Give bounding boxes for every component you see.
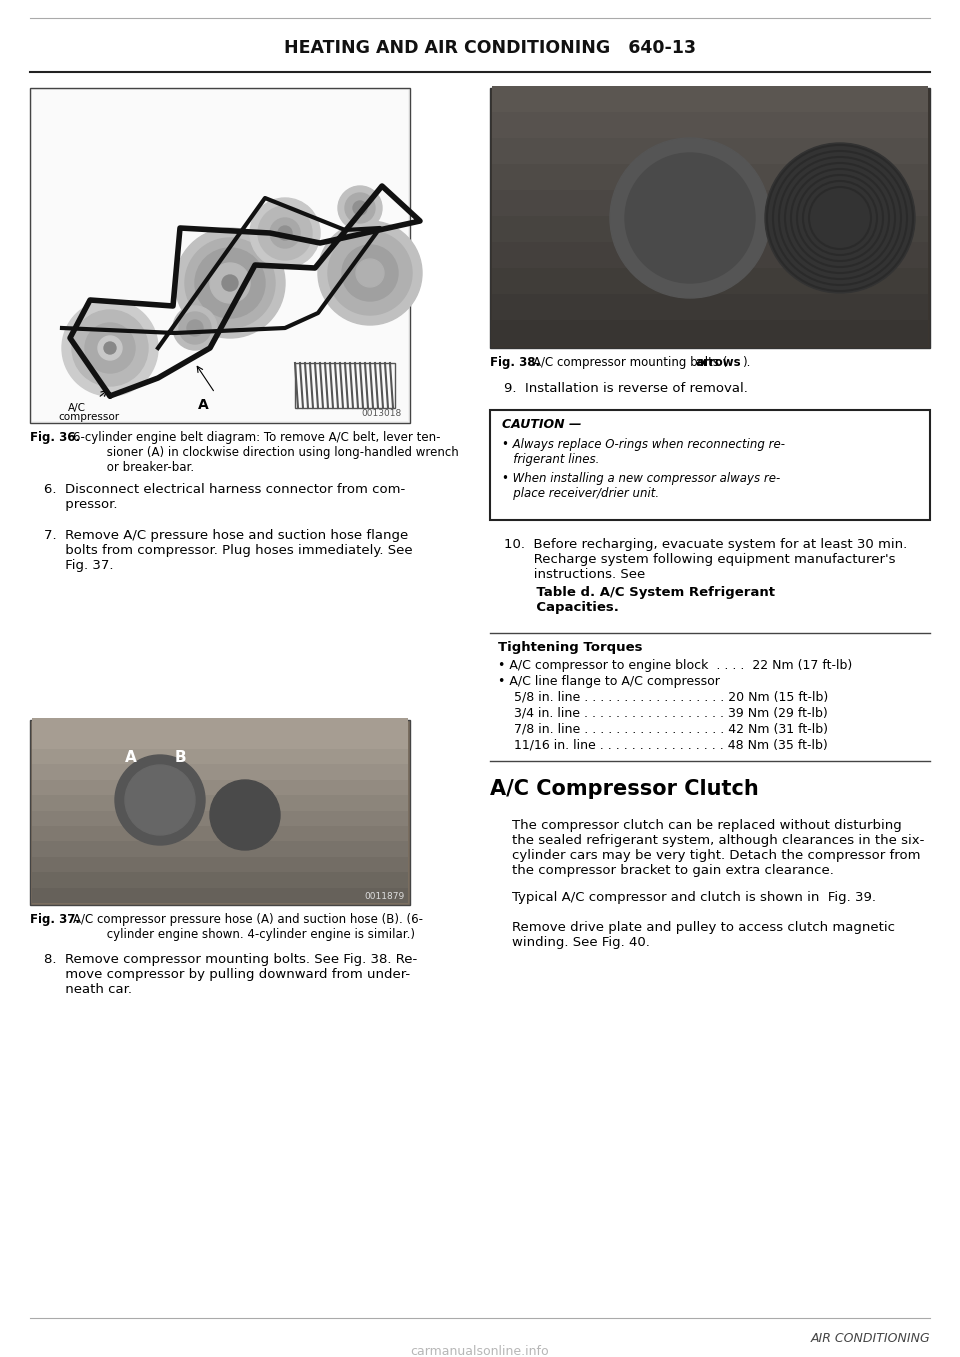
Bar — [490, 88, 930, 347]
Text: 6.  Disconnect electrical harness connector from com-
     pressor.: 6. Disconnect electrical harness connect… — [44, 483, 405, 512]
Bar — [32, 749, 408, 764]
Circle shape — [85, 323, 135, 373]
Text: A/C: A/C — [68, 403, 86, 413]
Bar — [492, 138, 928, 164]
Circle shape — [318, 221, 422, 324]
Bar — [32, 841, 408, 856]
Bar — [32, 873, 408, 887]
Text: • A/C compressor to engine block  . . . .  22 Nm (17 ft-lb): • A/C compressor to engine block . . . .… — [498, 660, 852, 672]
Text: Tightening Torques: Tightening Torques — [498, 641, 642, 654]
Text: 7.  Remove A/C pressure hose and suction hose flange
     bolts from compressor.: 7. Remove A/C pressure hose and suction … — [44, 529, 413, 573]
Bar — [30, 721, 410, 905]
Text: AIR CONDITIONING: AIR CONDITIONING — [810, 1333, 930, 1345]
Text: The compressor clutch can be replaced without disturbing
the sealed refrigerant : The compressor clutch can be replaced wi… — [512, 820, 924, 877]
Circle shape — [98, 337, 122, 360]
Circle shape — [185, 237, 275, 328]
Circle shape — [345, 193, 375, 223]
Text: 0013018: 0013018 — [362, 408, 402, 418]
Text: Fig. 37.: Fig. 37. — [30, 913, 80, 925]
Bar — [32, 90, 408, 421]
Circle shape — [179, 312, 211, 345]
Circle shape — [625, 153, 755, 284]
Text: 7/8 in. line . . . . . . . . . . . . . . . . . . 42 Nm (31 ft-lb): 7/8 in. line . . . . . . . . . . . . . .… — [498, 723, 828, 735]
Text: A/C compressor mounting bolts (: A/C compressor mounting bolts ( — [533, 356, 728, 369]
Bar — [492, 113, 928, 138]
Text: • When installing a new compressor always re-
   place receiver/drier unit.: • When installing a new compressor alway… — [502, 472, 780, 499]
Bar — [492, 190, 928, 216]
Circle shape — [250, 198, 320, 267]
Circle shape — [610, 138, 770, 299]
Text: Table d. A/C System Refrigerant
       Capacities.: Table d. A/C System Refrigerant Capaciti… — [504, 586, 775, 613]
Text: carmanualsonline.info: carmanualsonline.info — [411, 1345, 549, 1357]
Circle shape — [115, 754, 205, 845]
Bar — [32, 780, 408, 795]
Circle shape — [356, 259, 384, 286]
Bar — [32, 826, 408, 841]
Text: Fig. 36.: Fig. 36. — [30, 432, 80, 444]
Text: A/C compressor pressure hose (A) and suction hose (B). (6-
         cylinder eng: A/C compressor pressure hose (A) and suc… — [73, 913, 423, 940]
Text: 8.  Remove compressor mounting bolts. See Fig. 38. Re-
     move compressor by p: 8. Remove compressor mounting bolts. See… — [44, 953, 418, 996]
Bar — [492, 320, 928, 346]
Text: 0011879: 0011879 — [365, 892, 405, 901]
Bar — [492, 85, 928, 113]
Bar — [492, 216, 928, 242]
Text: ).: ). — [742, 356, 751, 369]
Text: 9.  Installation is reverse of removal.: 9. Installation is reverse of removal. — [504, 383, 748, 395]
Circle shape — [342, 246, 398, 301]
Text: 10.  Before recharging, evacuate system for at least 30 min.
       Recharge sys: 10. Before recharging, evacuate system f… — [504, 537, 907, 581]
Circle shape — [72, 309, 148, 385]
Circle shape — [125, 765, 195, 835]
Bar — [32, 718, 408, 733]
Circle shape — [187, 320, 203, 337]
Circle shape — [328, 231, 412, 315]
Text: Typical A/C compressor and clutch is shown in  Fig. 39.: Typical A/C compressor and clutch is sho… — [512, 892, 876, 904]
Text: Remove drive plate and pulley to access clutch magnetic
winding. See Fig. 40.: Remove drive plate and pulley to access … — [512, 921, 895, 949]
Text: CAUTION —: CAUTION — — [502, 418, 582, 432]
Circle shape — [62, 300, 158, 396]
Text: HEATING AND AIR CONDITIONING   640-13: HEATING AND AIR CONDITIONING 640-13 — [284, 39, 696, 57]
Bar — [32, 795, 408, 810]
Bar — [32, 733, 408, 749]
Circle shape — [210, 263, 250, 303]
Bar — [492, 267, 928, 294]
Text: 11/16 in. line . . . . . . . . . . . . . . . . 48 Nm (35 ft-lb): 11/16 in. line . . . . . . . . . . . . .… — [498, 740, 828, 752]
Bar — [492, 164, 928, 190]
Text: • Always replace O-rings when reconnecting re-
   frigerant lines.: • Always replace O-rings when reconnecti… — [502, 438, 785, 465]
Bar — [492, 242, 928, 267]
Text: B: B — [175, 750, 186, 765]
Bar — [32, 856, 408, 873]
Bar — [32, 764, 408, 780]
Circle shape — [175, 228, 285, 338]
Text: A/C Compressor Clutch: A/C Compressor Clutch — [490, 779, 758, 799]
Circle shape — [222, 275, 238, 290]
Circle shape — [765, 142, 915, 293]
Bar — [490, 410, 930, 520]
Bar — [492, 294, 928, 320]
Circle shape — [173, 305, 217, 350]
Text: Fig. 38.: Fig. 38. — [490, 356, 540, 369]
Text: compressor: compressor — [58, 413, 119, 422]
Bar — [295, 364, 395, 408]
Text: • A/C line flange to A/C compressor: • A/C line flange to A/C compressor — [498, 674, 720, 688]
Text: arrows: arrows — [696, 356, 742, 369]
Text: A: A — [125, 750, 136, 765]
Bar — [32, 810, 408, 826]
Bar — [30, 88, 410, 423]
Circle shape — [278, 227, 292, 240]
Text: 5/8 in. line . . . . . . . . . . . . . . . . . . 20 Nm (15 ft-lb): 5/8 in. line . . . . . . . . . . . . . .… — [498, 691, 828, 704]
Circle shape — [258, 206, 312, 261]
Circle shape — [104, 342, 116, 354]
Circle shape — [338, 186, 382, 229]
Circle shape — [195, 248, 265, 318]
Circle shape — [353, 201, 367, 214]
Bar — [32, 887, 408, 902]
Circle shape — [210, 780, 280, 849]
Circle shape — [270, 218, 300, 248]
Text: A: A — [198, 398, 208, 413]
Text: 6-cylinder engine belt diagram: To remove A/C belt, lever ten-
         sioner (: 6-cylinder engine belt diagram: To remov… — [73, 432, 459, 474]
Text: 3/4 in. line . . . . . . . . . . . . . . . . . . 39 Nm (29 ft-lb): 3/4 in. line . . . . . . . . . . . . . .… — [498, 707, 828, 721]
